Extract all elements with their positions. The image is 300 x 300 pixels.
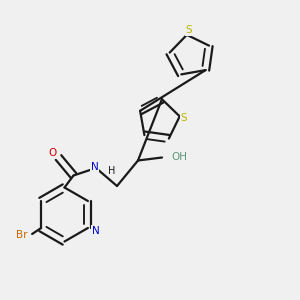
Text: O: O — [48, 148, 57, 158]
Text: N: N — [92, 226, 99, 236]
Text: N: N — [91, 161, 98, 172]
Text: OH: OH — [171, 152, 187, 163]
Text: H: H — [108, 166, 116, 176]
Text: S: S — [181, 113, 188, 123]
Text: S: S — [185, 25, 192, 35]
Text: Br: Br — [16, 230, 27, 241]
